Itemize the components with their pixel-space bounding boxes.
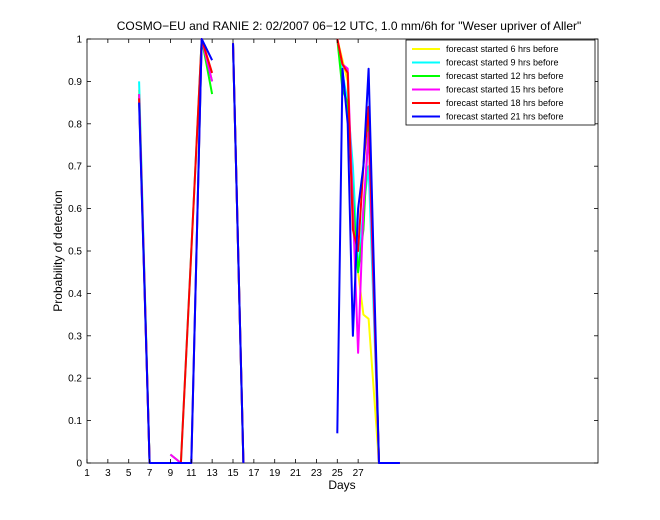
y-tick-label: 0.6: [68, 204, 82, 215]
x-tick-label: 7: [147, 468, 153, 479]
legend-label-2: forecast started 9 hrs before: [446, 58, 559, 68]
x-tick-label: 5: [126, 468, 132, 479]
y-axis: 0 0.1 0.2 0.3 0.4 0.5 0.6 0.7 0.8 0.9 1: [68, 35, 598, 470]
y-tick-label: 0.5: [68, 247, 82, 258]
series-line-6: [138, 38, 400, 464]
y-tick-label: 0.7: [68, 162, 82, 173]
legend-label-6: forecast started 21 hrs before: [446, 112, 564, 122]
x-tick-label: 27: [353, 468, 365, 479]
legend-label-3: forecast started 12 hrs before: [446, 71, 564, 81]
legend-items: forecast started 6 hrs before forecast st…: [412, 44, 564, 122]
legend-box: [405, 39, 596, 126]
y-tick-label: 0.3: [68, 331, 82, 342]
y-tick-label: 0.4: [68, 289, 82, 300]
x-tick-label: 17: [248, 468, 260, 479]
x-tick-label: 3: [105, 468, 111, 479]
series-lines: [138, 38, 400, 464]
x-axis-label: Days: [328, 478, 355, 492]
y-tick-label: 0.9: [68, 77, 82, 88]
x-tick-label: 1: [84, 468, 90, 479]
legend-label-1: forecast started 6 hrs before: [446, 44, 559, 54]
x-tick-label: 11: [186, 468, 197, 479]
x-tick-label: 9: [168, 468, 174, 479]
y-tick-label: 0.1: [68, 416, 82, 427]
legend-label-5: forecast started 18 hrs before: [446, 98, 564, 108]
x-tick-label: 23: [311, 468, 323, 479]
x-tick-label: 19: [269, 468, 281, 479]
y-tick-label: 1: [76, 35, 82, 46]
x-tick-label: 25: [332, 468, 344, 479]
x-axis: 1 3 5 7 9 11 13 15 17 19 21 23 25 27: [84, 39, 364, 479]
x-tick-label: 15: [227, 468, 239, 479]
x-tick-label: 21: [290, 468, 302, 479]
x-tick-label: 13: [207, 468, 219, 479]
chart-title: COSMO−EU and RANIE 2: 02/2007 06−12 UTC,…: [117, 19, 582, 33]
y-tick-label: 0.8: [68, 119, 82, 130]
legend-label-4: forecast started 15 hrs before: [446, 85, 564, 95]
y-tick-label: 0: [76, 459, 82, 470]
y-axis-label: Probability of detection: [51, 190, 65, 311]
legend: forecast started 6 hrs before forecast st…: [405, 39, 596, 126]
y-tick-label: 0.2: [68, 374, 82, 385]
